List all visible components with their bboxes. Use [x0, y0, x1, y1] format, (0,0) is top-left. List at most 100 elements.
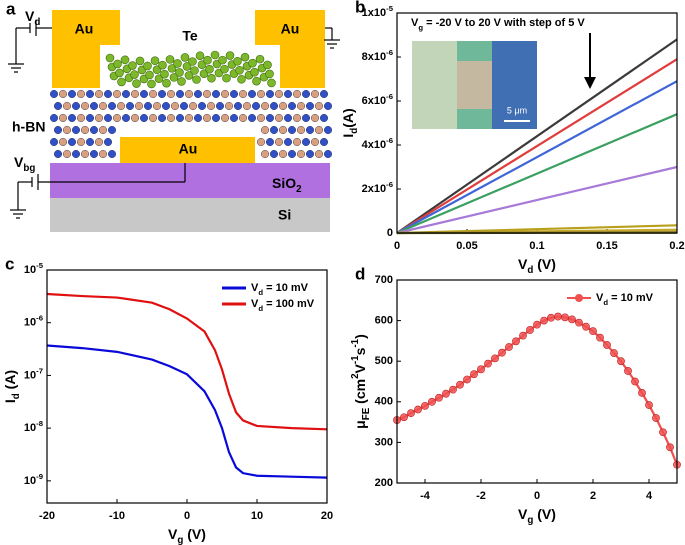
atom [275, 89, 284, 98]
atom [162, 78, 171, 88]
text-part: = 10 mV [263, 282, 309, 294]
atom [311, 113, 320, 122]
tick-label: 0.15 [596, 240, 617, 252]
atom [238, 113, 247, 122]
tick-label: -20 [39, 510, 55, 522]
tick-label: 10-8 [24, 419, 44, 434]
data-point [589, 327, 597, 336]
text-part: (V) [533, 506, 556, 522]
atom [80, 149, 89, 158]
atom [297, 125, 306, 134]
atom [180, 53, 190, 62]
data-point [610, 349, 618, 357]
au-gate-label: Au [179, 141, 198, 157]
atom [158, 60, 167, 70]
legend-label: Vd = 10 mV [251, 282, 309, 297]
atom [229, 113, 238, 122]
text-part: SiO [272, 175, 296, 191]
au-right-label: Au [281, 21, 300, 37]
atom [148, 89, 157, 98]
atom [166, 89, 175, 98]
data-line [396, 113, 678, 235]
data-point [547, 313, 555, 322]
atom [67, 89, 76, 98]
atom [265, 69, 274, 79]
tick-label: 400 [375, 396, 393, 408]
text-part: V [251, 298, 259, 310]
chart: b0 0.05 0.1 0.15 0.202x10-64x10-66x10-68x10-… [340, 0, 685, 276]
atom [148, 113, 157, 122]
vbg-label: Vbg [14, 154, 35, 174]
atom [80, 101, 89, 110]
legend-marker [575, 294, 583, 302]
atom [166, 113, 175, 122]
tick-label: 200 [375, 477, 393, 489]
atom [288, 125, 297, 134]
atom [175, 89, 184, 98]
tick-base: 10 [24, 317, 36, 329]
tick-exponent: -6 [386, 180, 393, 189]
data-point [477, 365, 485, 374]
text-part: (V) [533, 256, 556, 272]
atom [302, 89, 311, 98]
atom [103, 113, 112, 122]
panel-label: d [355, 264, 365, 283]
atom [116, 101, 125, 110]
atom [250, 67, 259, 77]
atom [222, 73, 231, 83]
atom [50, 113, 59, 122]
tick-label: 0 [184, 510, 190, 522]
atom [188, 101, 197, 110]
atom [135, 56, 145, 66]
data-line [46, 292, 328, 431]
text-part: V [411, 17, 419, 29]
data-point [442, 389, 450, 398]
text-part: FE [361, 407, 372, 420]
atom [320, 89, 329, 98]
atom [179, 101, 188, 110]
data-point [463, 375, 471, 384]
tick-label: 500 [375, 355, 393, 367]
panel-label: a [6, 0, 16, 18]
text-part: μ [352, 420, 368, 429]
atom [105, 53, 115, 63]
text-part: V [25, 8, 35, 24]
atom [125, 101, 134, 110]
data-point [435, 393, 443, 402]
tick-label: -10 [109, 510, 125, 522]
tick-label: 300 [375, 436, 393, 448]
atom [59, 89, 68, 98]
text-part: I [2, 399, 18, 403]
atom [63, 101, 72, 110]
atom [188, 57, 197, 66]
atom [206, 101, 215, 110]
text-part: V [596, 292, 604, 304]
atom [85, 89, 94, 98]
data-point [505, 343, 513, 351]
atom [63, 125, 72, 134]
legend-label: Vd = 100 mV [251, 298, 315, 313]
tick-base: 10 [24, 475, 36, 487]
data-point [540, 316, 548, 325]
text-part: s [352, 347, 368, 355]
atom [220, 64, 229, 74]
si-label: Si [278, 207, 291, 223]
tick-label: 10-9 [24, 471, 43, 486]
atom [315, 149, 324, 158]
atom [266, 89, 275, 98]
x-axis-title: Vd (V) [518, 256, 556, 276]
atom [173, 59, 182, 68]
text-part: d [603, 298, 608, 307]
text-part: 2 [350, 373, 361, 379]
data-point [575, 318, 583, 327]
atom [233, 56, 242, 66]
atom [306, 125, 315, 134]
tick-label: 0.05 [456, 240, 477, 252]
atom [275, 137, 284, 146]
data-point [568, 315, 576, 324]
atom [315, 125, 324, 134]
atom [218, 55, 227, 65]
text-part: (cm [352, 379, 368, 408]
